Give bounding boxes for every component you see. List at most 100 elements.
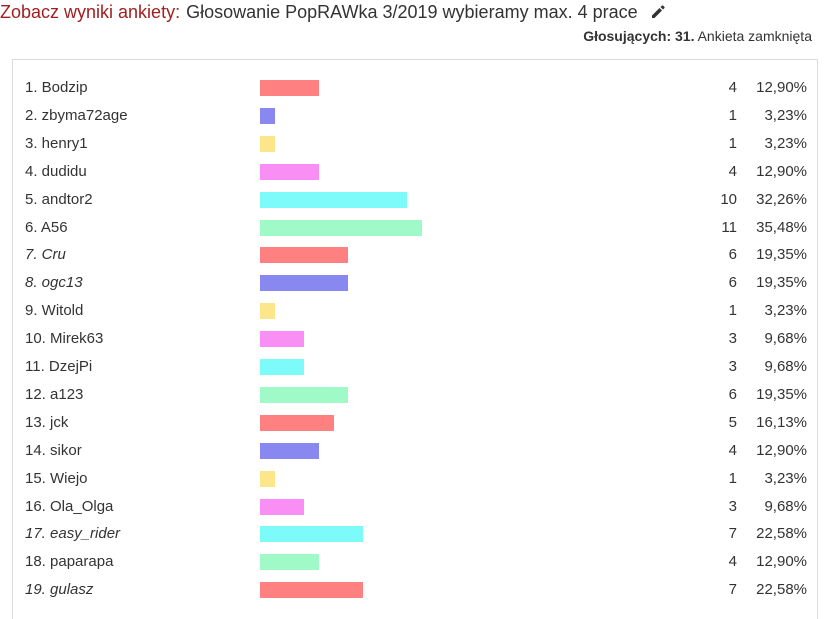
poll-result-bar <box>260 526 363 543</box>
poll-vote-percent: 9,68% <box>764 330 807 348</box>
poll-option-label: 10. Mirek63 <box>25 330 104 348</box>
poll-vote-percent: 9,68% <box>764 497 807 515</box>
poll-vote-count: 1 <box>728 302 737 320</box>
poll-result-row: 4. dudidu 4 12,90% <box>13 158 817 186</box>
poll-result-bar <box>260 303 275 320</box>
poll-result-bar <box>260 554 319 571</box>
poll-option-label: 5. andtor2 <box>25 190 93 208</box>
poll-vote-count: 6 <box>728 274 737 292</box>
poll-vote-count: 7 <box>728 581 737 599</box>
poll-option-label: 18. paparapa <box>25 553 114 571</box>
poll-result-bar <box>260 359 304 375</box>
poll-vote-percent: 19,35% <box>756 274 807 292</box>
poll-option-label: 2. zbyma72age <box>25 106 128 124</box>
poll-result-bar <box>260 80 319 96</box>
poll-vote-count: 5 <box>728 413 737 431</box>
poll-result-bar <box>260 247 348 264</box>
poll-vote-percent: 16,13% <box>756 413 807 431</box>
poll-option-label: 19. gulasz <box>25 581 94 599</box>
poll-vote-percent: 22,58% <box>756 525 807 543</box>
poll-vote-count: 3 <box>728 330 737 348</box>
poll-vote-percent: 3,23% <box>764 106 807 124</box>
poll-result-bar <box>260 331 304 348</box>
pencil-icon[interactable] <box>650 4 666 20</box>
poll-option-label: 6. A56 <box>25 218 68 236</box>
poll-option-label: 11. DzejPi <box>25 358 93 375</box>
poll-vote-count: 6 <box>728 385 737 403</box>
poll-result-bar <box>260 442 319 459</box>
poll-option-label: 13. jck <box>25 413 69 431</box>
poll-results-prefix: Zobacz wyniki ankiety: <box>0 1 181 22</box>
poll-result-bar <box>260 163 319 180</box>
poll-result-bar <box>260 386 348 403</box>
voters-count: 31 <box>675 28 691 44</box>
poll-result-bar <box>260 414 334 431</box>
poll-result-bar <box>260 135 275 152</box>
poll-title: Głosowanie PopRAWka 3/2019 wybieramy max… <box>186 1 638 22</box>
poll-result-row: 10. Mirek63 3 9,68% <box>13 325 817 353</box>
poll-result-row: 1. Bodzip 4 12,90% <box>13 74 817 102</box>
poll-vote-percent: 19,35% <box>756 385 807 403</box>
poll-results-list: 1. Bodzip 4 12,90% 2. zbyma72age 1 3,23% 3. he… <box>12 59 818 619</box>
poll-vote-percent: 3,23% <box>764 469 807 487</box>
poll-result-row: 15. Wiejo 1 3,23% <box>13 465 817 493</box>
poll-vote-count: 4 <box>728 553 737 571</box>
poll-result-row: 17. easy_rider 7 22,58% <box>13 520 817 548</box>
poll-vote-percent: 12,90% <box>756 553 807 571</box>
poll-option-label: 8. ogc13 <box>25 274 83 292</box>
poll-result-bar <box>260 470 275 487</box>
poll-result-bar <box>260 582 363 599</box>
poll-option-label: 9. Witold <box>25 302 84 320</box>
poll-vote-count: 1 <box>728 134 737 152</box>
poll-option-label: 17. easy_rider <box>25 525 121 543</box>
poll-vote-percent: 3,23% <box>764 302 807 320</box>
poll-result-row: 16. Ola_Olga 3 9,68% <box>13 493 817 521</box>
poll-vote-count: 4 <box>728 79 737 96</box>
poll-result-bar <box>260 498 304 515</box>
poll-option-label: 14. sikor <box>25 441 82 459</box>
poll-vote-count: 10 <box>720 190 737 208</box>
poll-result-row: 12. a123 6 19,35% <box>13 381 817 409</box>
poll-result-row: 14. sikor 4 12,90% <box>13 437 817 465</box>
poll-option-label: 7. Cru <box>25 246 66 264</box>
poll-vote-percent: 3,23% <box>764 134 807 152</box>
poll-status: Ankieta zamknięta <box>697 28 812 44</box>
poll-result-bar <box>260 107 275 124</box>
poll-vote-count: 6 <box>728 246 737 264</box>
poll-title-row: Zobacz wyniki ankiety: Głosowanie PopRAW… <box>0 0 666 24</box>
poll-result-row: 5. andtor2 10 32,26% <box>13 186 817 214</box>
poll-vote-percent: 9,68% <box>764 358 807 375</box>
poll-result-bar <box>260 191 407 208</box>
poll-result-row: 3. henry1 1 3,23% <box>13 130 817 158</box>
poll-option-label: 15. Wiejo <box>25 469 88 487</box>
poll-vote-percent: 32,26% <box>756 190 807 208</box>
poll-result-row: 8. ogc13 6 19,35% <box>13 269 817 297</box>
poll-result-row: 2. zbyma72age 1 3,23% <box>13 102 817 130</box>
poll-vote-count: 7 <box>728 525 737 543</box>
poll-vote-count: 1 <box>728 106 737 124</box>
poll-result-bar <box>260 275 348 292</box>
poll-option-label: 1. Bodzip <box>25 79 88 96</box>
poll-result-row: 6. A56 11 35,48% <box>13 214 817 242</box>
poll-vote-percent: 12,90% <box>756 441 807 459</box>
poll-option-label: 4. dudidu <box>25 162 87 180</box>
poll-vote-count: 4 <box>728 441 737 459</box>
voters-label: Głosujących: <box>583 28 672 44</box>
poll-result-row: 9. Witold 1 3,23% <box>13 297 817 325</box>
poll-result-bar <box>260 219 422 236</box>
poll-option-label: 16. Ola_Olga <box>25 497 114 515</box>
poll-vote-percent: 12,90% <box>756 162 807 180</box>
poll-vote-percent: 19,35% <box>756 246 807 264</box>
poll-option-label: 12. a123 <box>25 385 84 403</box>
poll-vote-percent: 35,48% <box>756 218 807 236</box>
poll-option-label: 3. henry1 <box>25 134 88 152</box>
poll-result-row: 19. gulasz 7 22,58% <box>13 576 817 604</box>
poll-vote-count: 3 <box>728 358 737 375</box>
poll-vote-count: 1 <box>728 469 737 487</box>
poll-result-row: 7. Cru 6 19,35% <box>13 241 817 269</box>
poll-result-row: 13. jck 5 16,13% <box>13 409 817 437</box>
poll-result-row: 18. paparapa 4 12,90% <box>13 548 817 576</box>
poll-vote-percent: 12,90% <box>756 79 807 96</box>
poll-vote-percent: 22,58% <box>756 581 807 599</box>
poll-meta: Głosujących: 31. Ankieta zamknięta <box>583 28 812 44</box>
